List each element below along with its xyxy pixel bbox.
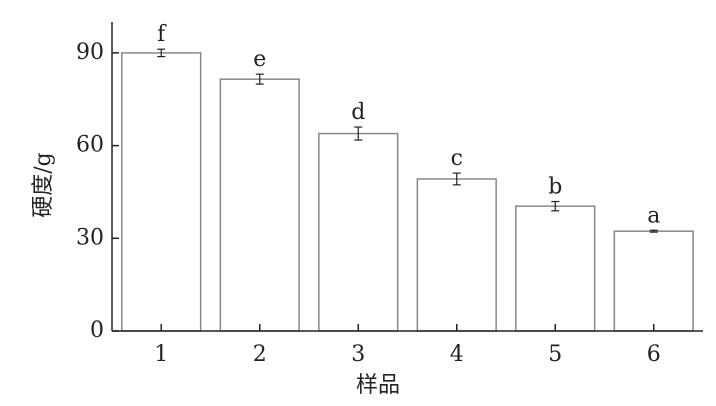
bar (318, 132, 399, 332)
error-bar (452, 172, 461, 186)
x-tick-label: 4 (450, 342, 464, 367)
significance-letter: e (253, 47, 266, 72)
significance-letter: a (647, 203, 660, 228)
bar (121, 52, 202, 332)
bar (219, 78, 300, 332)
bar (515, 205, 596, 332)
significance-letter: b (548, 175, 562, 200)
error-bar (157, 48, 166, 58)
y-tick-label: 0 (90, 318, 104, 343)
y-tick-label: 60 (76, 133, 104, 158)
error-bar (551, 200, 560, 212)
significance-letter: c (451, 146, 463, 171)
y-tick-label: 90 (76, 40, 104, 65)
error-bar (649, 229, 658, 233)
significance-letter: d (351, 100, 365, 125)
x-tick-label: 2 (253, 342, 267, 367)
x-tick-label: 1 (154, 342, 168, 367)
bar (613, 230, 694, 332)
x-axis-label: 样品 (356, 373, 400, 398)
error-bar (354, 126, 363, 141)
x-tick-label: 6 (647, 342, 661, 367)
y-axis-label: 硬度/g (31, 152, 56, 218)
error-bar (255, 73, 264, 85)
x-tick-label: 5 (548, 342, 562, 367)
y-tick-label: 30 (76, 225, 104, 250)
x-tick-label: 3 (351, 342, 365, 367)
significance-letter: f (157, 22, 167, 47)
bar (416, 178, 497, 332)
